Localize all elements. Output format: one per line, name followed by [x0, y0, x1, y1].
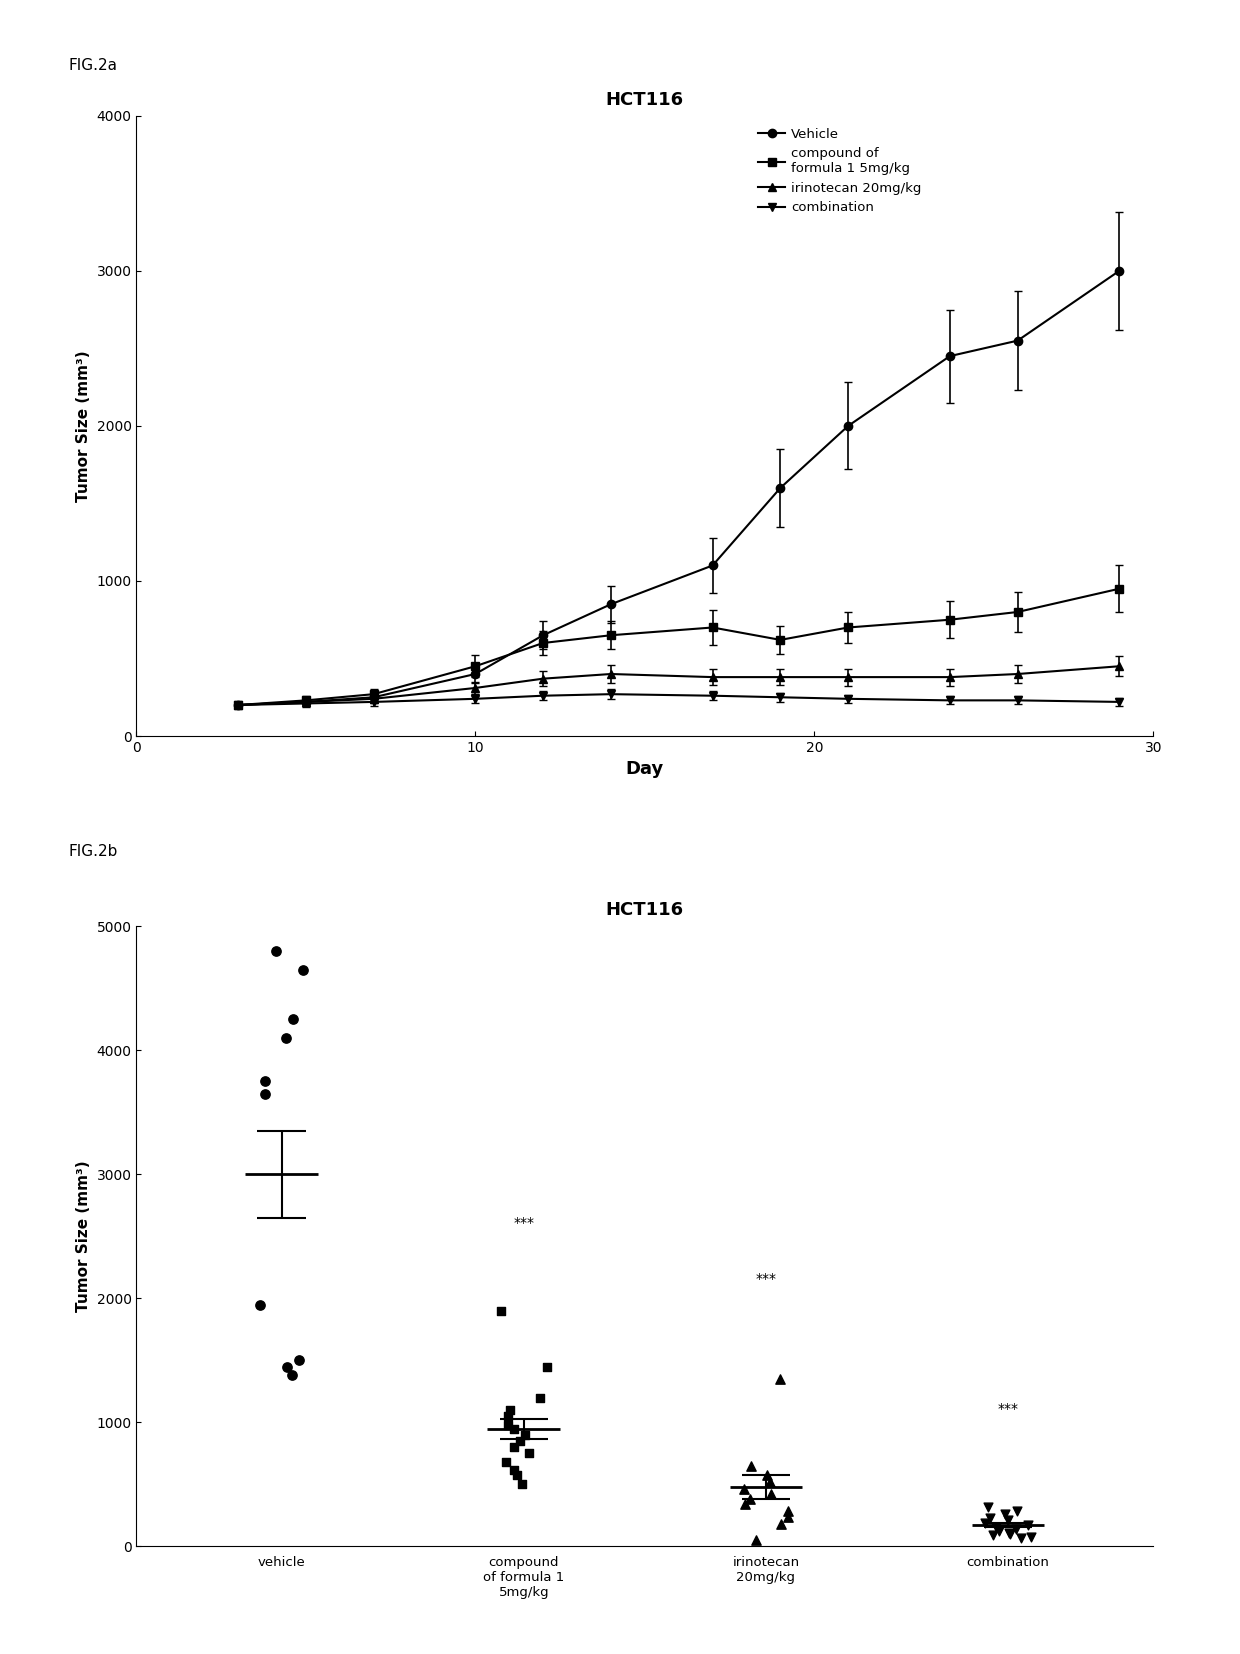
Point — [537, 1353, 557, 1379]
Point — [1021, 1523, 1040, 1550]
Point — [294, 956, 314, 982]
Point — [742, 1452, 761, 1479]
Point — [779, 1503, 799, 1530]
Point — [498, 1403, 518, 1429]
Point — [777, 1497, 797, 1523]
Point — [986, 1513, 1006, 1540]
Point — [281, 1363, 301, 1389]
Point — [250, 1292, 270, 1318]
Point — [1007, 1497, 1027, 1523]
Point — [1001, 1522, 1021, 1548]
Point — [983, 1522, 1003, 1548]
Point — [277, 1024, 296, 1052]
Point — [978, 1494, 998, 1520]
Point — [520, 1441, 539, 1467]
Point — [771, 1512, 791, 1538]
Point — [746, 1527, 766, 1553]
Legend: Vehicle, compound of
formula 1 5mg/kg, irinotecan 20mg/kg, combination: Vehicle, compound of formula 1 5mg/kg, i… — [753, 122, 928, 220]
X-axis label: Day: Day — [626, 761, 663, 779]
Point — [277, 1353, 296, 1379]
Point — [529, 1384, 549, 1411]
Point — [990, 1518, 1009, 1545]
Y-axis label: Tumor Size (mm³): Tumor Size (mm³) — [76, 1161, 91, 1312]
Title: HCT116: HCT116 — [605, 91, 684, 109]
Y-axis label: Tumor Size (mm³): Tumor Size (mm³) — [76, 351, 91, 501]
Point — [734, 1475, 754, 1502]
Point — [503, 1434, 523, 1460]
Point — [496, 1449, 516, 1475]
Point — [1018, 1512, 1038, 1538]
Point — [500, 1396, 520, 1422]
Point — [512, 1472, 532, 1499]
Title: HCT116: HCT116 — [605, 901, 684, 920]
Point — [491, 1297, 511, 1323]
Point — [515, 1421, 534, 1449]
Point — [505, 1416, 525, 1442]
Text: ***: *** — [755, 1272, 776, 1287]
Point — [255, 1080, 275, 1107]
Point — [756, 1462, 776, 1489]
Point — [283, 1006, 303, 1032]
Point — [1006, 1515, 1025, 1542]
Text: FIG.2a: FIG.2a — [68, 58, 118, 73]
Point — [255, 1068, 275, 1095]
Point — [503, 1457, 523, 1484]
Point — [735, 1492, 755, 1518]
Point — [976, 1510, 996, 1537]
Point — [999, 1520, 1019, 1546]
Point — [265, 938, 285, 964]
Point — [761, 1482, 781, 1508]
Point — [511, 1427, 531, 1454]
Point — [289, 1346, 309, 1373]
Text: ***: *** — [513, 1216, 534, 1231]
Point — [760, 1469, 780, 1495]
Point — [507, 1462, 527, 1489]
Point — [740, 1485, 760, 1512]
Point — [1012, 1525, 1032, 1551]
Text: ***: *** — [997, 1403, 1018, 1416]
Point — [998, 1507, 1018, 1533]
Text: FIG.2b: FIG.2b — [68, 844, 118, 858]
Point — [498, 1411, 518, 1437]
Point — [770, 1366, 790, 1393]
Point — [996, 1502, 1016, 1528]
Point — [980, 1505, 999, 1532]
